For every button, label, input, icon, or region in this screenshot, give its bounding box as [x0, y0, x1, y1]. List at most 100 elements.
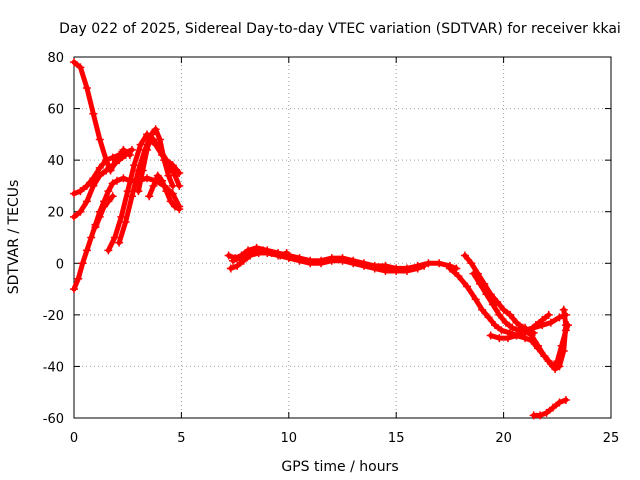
data-point — [70, 189, 78, 198]
data-point — [104, 187, 113, 196]
data-point — [506, 310, 515, 319]
data-point — [235, 254, 244, 263]
series-line — [471, 271, 569, 333]
data-point — [478, 305, 487, 314]
data-point — [471, 295, 480, 304]
series-trace-7 — [134, 125, 177, 196]
data-point — [538, 321, 547, 330]
data-point — [424, 259, 433, 268]
data-point — [475, 279, 484, 288]
data-point — [435, 259, 444, 268]
series-trace-12 — [228, 246, 291, 265]
data-point — [136, 140, 145, 149]
data-point — [239, 256, 248, 265]
data-point — [95, 163, 104, 172]
data-point — [536, 411, 545, 420]
data-point — [108, 161, 117, 170]
data-point — [70, 212, 78, 221]
data-point — [127, 192, 136, 201]
data-point — [70, 58, 78, 67]
data-point — [89, 181, 98, 190]
data-point — [370, 264, 379, 273]
data-point — [151, 125, 160, 134]
data-point — [512, 318, 521, 327]
data-point — [259, 246, 268, 255]
y-tick-label: 20 — [47, 206, 64, 221]
data-point — [166, 197, 175, 206]
data-point — [155, 135, 164, 144]
data-point — [488, 300, 497, 309]
y-tick-label: 0 — [56, 257, 64, 272]
data-point — [143, 174, 152, 183]
series-trace-3 — [70, 145, 136, 198]
data-point — [95, 171, 104, 180]
data-point — [349, 259, 358, 268]
data-point — [549, 362, 558, 371]
data-point — [121, 218, 130, 227]
series-trace-8 — [91, 192, 117, 232]
data-point — [102, 166, 111, 175]
data-point — [89, 109, 98, 118]
data-point — [306, 259, 315, 268]
data-point — [168, 181, 177, 190]
data-point — [540, 352, 549, 361]
data-point — [508, 323, 517, 332]
data-point — [170, 202, 179, 211]
data-point — [493, 297, 502, 306]
data-point — [555, 313, 564, 322]
data-point — [160, 156, 169, 165]
x-tick-label: 0 — [70, 431, 78, 446]
axis-ticks — [73, 56, 612, 419]
data-point — [512, 331, 521, 340]
data-point — [503, 334, 512, 343]
data-point — [224, 251, 233, 260]
data-point — [469, 269, 478, 278]
data-point — [108, 192, 117, 201]
data-point — [392, 267, 401, 276]
data-point — [82, 83, 91, 92]
series-line — [71, 147, 135, 197]
data-point — [555, 398, 564, 407]
data-point — [143, 145, 152, 154]
data-point — [74, 274, 83, 283]
data-point — [151, 140, 160, 149]
x-axis-tick-labels: 0 5 10 15 20 25 — [70, 431, 619, 446]
data-point — [295, 256, 304, 265]
data-point — [544, 310, 553, 319]
series-trace-11 — [226, 248, 429, 276]
data-point — [91, 223, 100, 232]
data-point — [76, 63, 85, 72]
data-point — [561, 326, 570, 335]
y-tick-label: -60 — [43, 412, 64, 427]
data-point — [463, 282, 472, 291]
data-point — [130, 161, 139, 170]
data-point — [445, 264, 454, 273]
x-tick-label: 25 — [603, 431, 620, 446]
data-point — [454, 272, 463, 281]
data-point — [484, 313, 493, 322]
series-trace-9 — [145, 171, 184, 214]
data-point — [82, 246, 91, 255]
data-point — [102, 156, 111, 165]
data-point — [78, 259, 87, 268]
data-point — [162, 187, 171, 196]
data-point — [561, 310, 570, 319]
y-tick-label: -20 — [43, 309, 64, 324]
data-series — [70, 58, 573, 420]
data-point — [559, 305, 568, 314]
data-point — [138, 166, 147, 175]
data-point — [521, 323, 530, 332]
data-point — [501, 318, 510, 327]
x-tick-label: 20 — [495, 431, 512, 446]
grid — [74, 57, 611, 418]
data-point — [158, 176, 167, 185]
data-point — [70, 285, 78, 294]
data-point — [267, 248, 276, 257]
y-axis-tick-labels: -60 -40 -20 0 20 40 60 80 — [43, 51, 64, 427]
data-point — [121, 150, 130, 159]
data-point — [149, 181, 158, 190]
data-point — [338, 256, 347, 265]
series-line — [522, 322, 571, 369]
data-point — [359, 261, 368, 270]
data-point — [381, 267, 390, 276]
